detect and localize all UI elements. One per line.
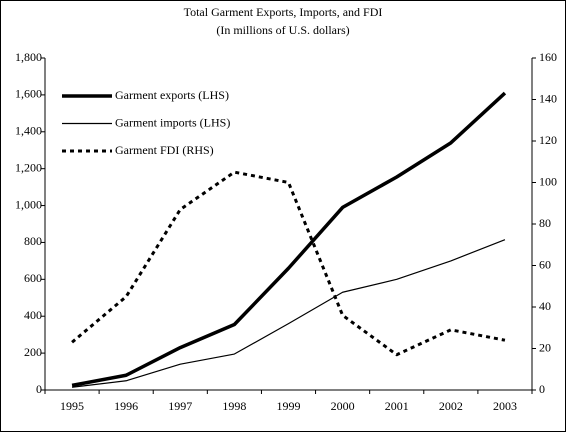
y-tick-label: 800 — [24, 234, 42, 248]
x-tick-label: 1996 — [114, 399, 138, 413]
x-tick-label: 2002 — [439, 399, 463, 413]
chart-subtitle: (In millions of U.S. dollars) — [216, 23, 349, 37]
y2-tick-label: 20 — [539, 340, 551, 354]
x-tick-label: 1998 — [222, 399, 246, 413]
y-tick-label: 200 — [24, 345, 42, 359]
y2-tick-label: 60 — [539, 257, 551, 271]
x-tick-label: 1997 — [168, 399, 192, 413]
chart-title: Total Garment Exports, Imports, and FDI — [184, 5, 383, 19]
y-tick-label: 1,800 — [15, 50, 42, 64]
series-line — [71, 170, 506, 357]
x-tick-label: 1999 — [277, 399, 301, 413]
legend-label: Garment imports (LHS) — [115, 115, 230, 129]
series-line — [71, 91, 507, 388]
y-tick-label: 600 — [24, 271, 42, 285]
y-tick-label: 1,200 — [15, 160, 42, 174]
legend-label: Garment exports (LHS) — [115, 88, 229, 102]
x-tick-label: 2000 — [331, 399, 355, 413]
y-tick-label: 400 — [24, 308, 42, 322]
x-tick-label: 2001 — [385, 399, 409, 413]
y2-tick-label: 120 — [539, 133, 557, 147]
y2-tick-label: 40 — [539, 299, 551, 313]
x-tick-label: 2003 — [493, 399, 517, 413]
series-line — [71, 239, 506, 388]
y2-tick-label: 80 — [539, 216, 551, 230]
y2-tick-label: 0 — [539, 382, 545, 396]
x-tick-label: 1995 — [60, 399, 84, 413]
y-tick-label: 1,400 — [15, 124, 42, 138]
y-tick-label: 1,000 — [15, 197, 42, 211]
y-tick-label: 0 — [36, 382, 42, 396]
y2-tick-label: 100 — [539, 174, 557, 188]
y2-tick-label: 140 — [539, 91, 557, 105]
y2-tick-label: 160 — [539, 50, 557, 64]
y-tick-label: 1,600 — [15, 87, 42, 101]
legend-label: Garment FDI (RHS) — [115, 143, 214, 157]
